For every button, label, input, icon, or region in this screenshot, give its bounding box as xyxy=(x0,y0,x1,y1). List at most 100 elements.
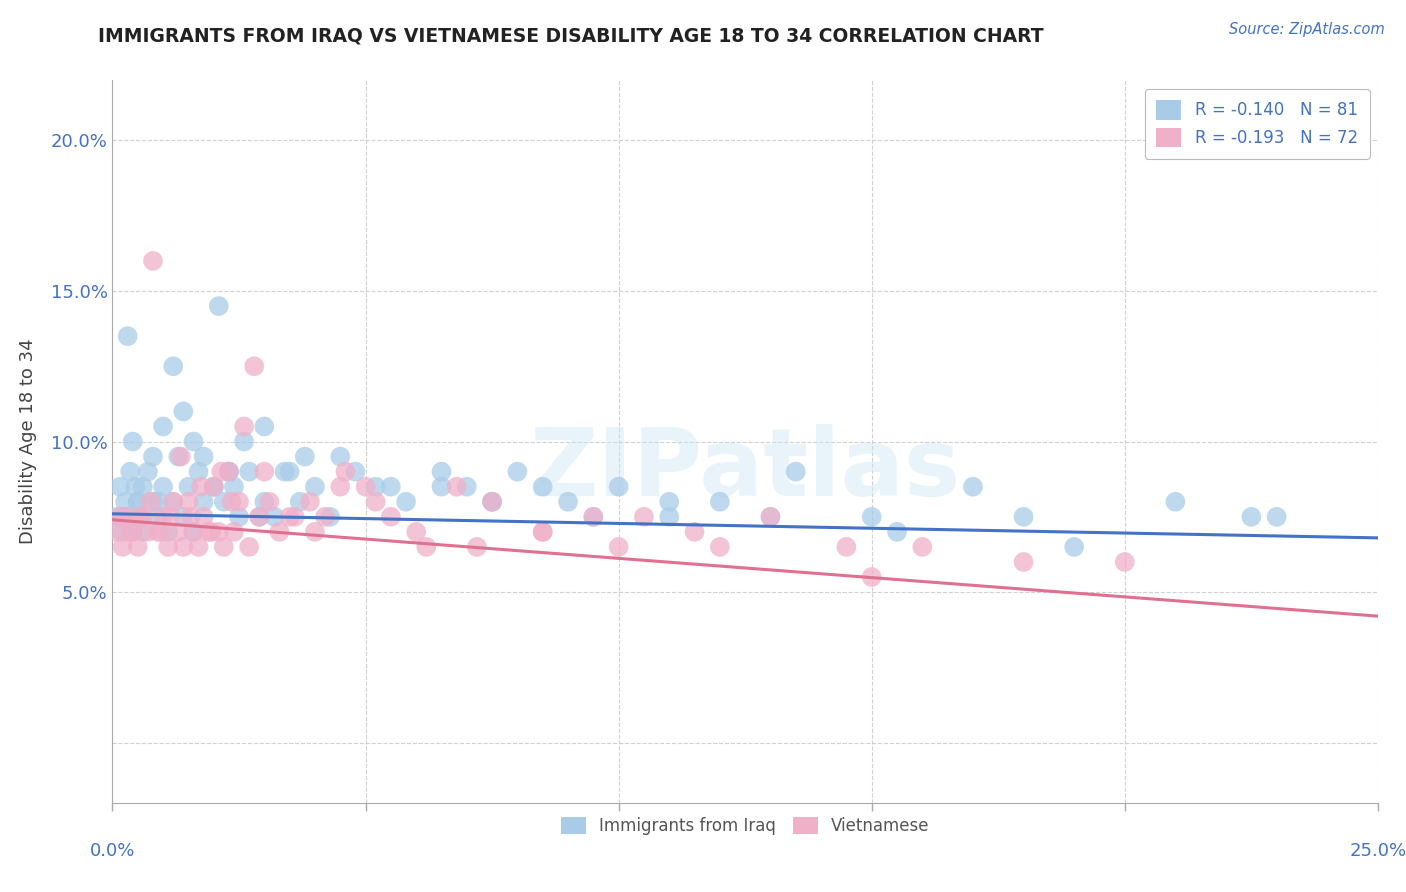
Point xyxy=(314,509,336,524)
Point xyxy=(121,434,143,449)
Point xyxy=(127,494,149,508)
Point xyxy=(759,509,782,524)
Point xyxy=(1063,540,1085,554)
Point xyxy=(114,494,136,508)
Point xyxy=(200,524,222,539)
Point xyxy=(193,450,215,464)
Point xyxy=(172,404,194,418)
Point xyxy=(607,480,630,494)
Point xyxy=(190,480,212,494)
Point xyxy=(183,524,205,539)
Point xyxy=(446,480,468,494)
Point xyxy=(162,494,184,508)
Point xyxy=(294,450,316,464)
Point xyxy=(177,494,200,508)
Point xyxy=(127,494,149,508)
Point xyxy=(364,480,387,494)
Point xyxy=(193,509,215,524)
Point xyxy=(415,540,437,554)
Point xyxy=(709,540,731,554)
Point xyxy=(208,299,231,313)
Point xyxy=(911,540,934,554)
Point xyxy=(136,524,159,539)
Point xyxy=(269,524,291,539)
Point xyxy=(108,509,131,524)
Point xyxy=(233,434,256,449)
Point xyxy=(129,509,152,524)
Point xyxy=(354,480,377,494)
Point xyxy=(759,509,782,524)
Point xyxy=(531,480,554,494)
Point xyxy=(430,465,453,479)
Point xyxy=(193,494,215,508)
Point xyxy=(582,509,605,524)
Point xyxy=(172,509,194,524)
Point xyxy=(170,450,193,464)
Point xyxy=(607,540,630,554)
Y-axis label: Disability Age 18 to 34: Disability Age 18 to 34 xyxy=(18,339,37,544)
Point xyxy=(319,509,342,524)
Point xyxy=(111,524,134,539)
Point xyxy=(212,494,235,508)
Point xyxy=(212,540,235,554)
Point xyxy=(238,465,260,479)
Text: ZIPatlas: ZIPatlas xyxy=(530,425,960,516)
Point xyxy=(405,524,427,539)
Point xyxy=(860,509,883,524)
Point xyxy=(117,509,139,524)
Point xyxy=(481,494,503,508)
Point xyxy=(111,509,134,524)
Point xyxy=(136,465,159,479)
Point xyxy=(107,524,129,539)
Point xyxy=(1240,509,1263,524)
Point xyxy=(111,540,134,554)
Point xyxy=(1164,494,1187,508)
Point xyxy=(228,494,250,508)
Point xyxy=(1012,555,1035,569)
Point xyxy=(329,480,352,494)
Point xyxy=(243,359,266,374)
Point xyxy=(108,480,131,494)
Point xyxy=(202,480,225,494)
Point xyxy=(172,540,194,554)
Point xyxy=(209,465,232,479)
Point xyxy=(284,509,307,524)
Point xyxy=(278,509,301,524)
Point xyxy=(380,480,402,494)
Point xyxy=(1114,555,1136,569)
Point xyxy=(146,524,169,539)
Point xyxy=(202,480,225,494)
Point xyxy=(208,524,231,539)
Point xyxy=(364,494,387,508)
Point xyxy=(120,524,142,539)
Point xyxy=(247,509,270,524)
Point xyxy=(1012,509,1035,524)
Point xyxy=(117,329,139,343)
Text: 0.0%: 0.0% xyxy=(90,842,135,860)
Point xyxy=(481,494,503,508)
Point xyxy=(253,419,276,434)
Point xyxy=(129,509,152,524)
Point xyxy=(139,494,162,508)
Point xyxy=(481,494,503,508)
Point xyxy=(152,480,174,494)
Point xyxy=(162,494,184,508)
Point xyxy=(222,480,245,494)
Point xyxy=(344,465,367,479)
Point xyxy=(202,480,225,494)
Point xyxy=(197,524,219,539)
Point xyxy=(278,465,301,479)
Point xyxy=(221,494,243,508)
Point xyxy=(298,494,321,508)
Point xyxy=(557,494,579,508)
Point xyxy=(183,434,205,449)
Point xyxy=(222,524,245,539)
Point xyxy=(658,509,681,524)
Text: IMMIGRANTS FROM IRAQ VS VIETNAMESE DISABILITY AGE 18 TO 34 CORRELATION CHART: IMMIGRANTS FROM IRAQ VS VIETNAMESE DISAB… xyxy=(98,27,1045,45)
Point xyxy=(1265,509,1288,524)
Point xyxy=(132,524,155,539)
Point xyxy=(159,509,181,524)
Text: 25.0%: 25.0% xyxy=(1350,842,1406,860)
Point xyxy=(187,465,209,479)
Point xyxy=(121,524,143,539)
